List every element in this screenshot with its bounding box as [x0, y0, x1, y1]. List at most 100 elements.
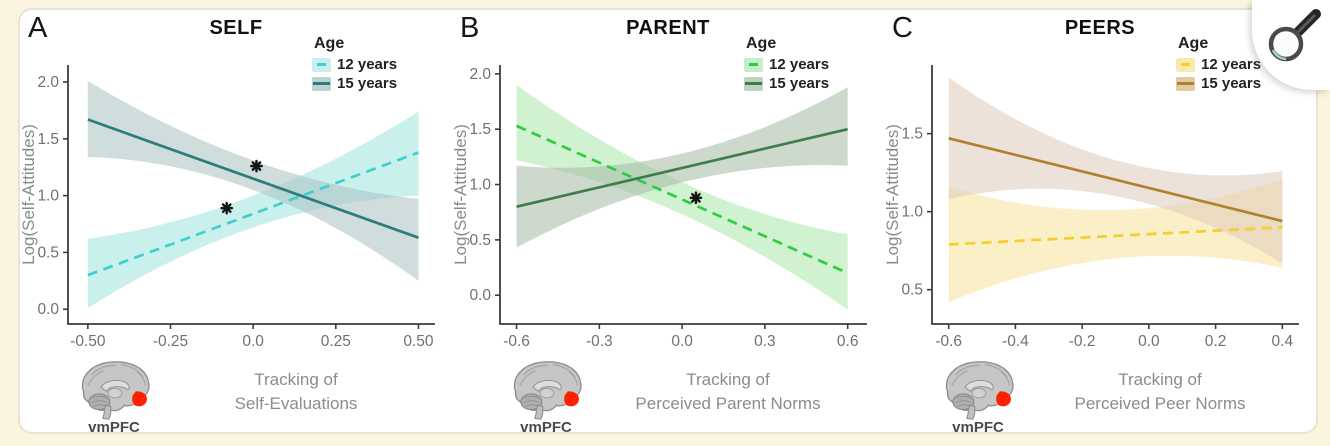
x-tick-label: 0.6 — [837, 333, 859, 350]
regression-line — [948, 137, 1283, 223]
legend-entry: 12 years — [312, 55, 448, 74]
legend-swatch — [744, 76, 763, 91]
x-tick-label: -0.6 — [503, 333, 530, 350]
regression-line — [516, 127, 848, 208]
x-tick-label: 0.2 — [1205, 333, 1227, 350]
x-tick-label: -0.2 — [1069, 333, 1096, 350]
legend-swatch — [312, 57, 331, 72]
legend-swatch — [312, 76, 331, 91]
x-tick-label: -0.4 — [1002, 333, 1029, 350]
x-axis-caption: Tracking of Self-Evaluations — [148, 368, 444, 416]
x-tick-label: 0.25 — [321, 333, 351, 350]
x-tick-label: -0.50 — [70, 333, 106, 350]
x-tick-label: 0.3 — [754, 333, 776, 350]
panel-letter: A — [28, 12, 48, 44]
regression-line — [516, 124, 849, 275]
brain-region-label: vmPFC — [952, 419, 1004, 436]
panel-title: PARENT — [626, 17, 710, 39]
magnifier-icon — [1268, 9, 1321, 62]
legend-label: 15 years — [1201, 75, 1262, 92]
y-axis-label: Log(Self-Attitudes) — [20, 124, 38, 265]
x-tick-label: 0.0 — [1138, 333, 1160, 350]
legend-entry: 12 years — [1176, 55, 1312, 74]
x-axis-caption-line2: Perceived Peer Norms — [1074, 393, 1246, 413]
x-tick-label: -0.6 — [935, 333, 962, 350]
legend-label: 12 years — [337, 56, 398, 73]
y-tick-label: 1.5 — [469, 121, 491, 138]
brain-region-label: vmPFC — [520, 419, 572, 436]
legend-label: 12 years — [769, 56, 830, 73]
legend-entry: 15 years — [1176, 74, 1312, 93]
legend-swatch — [1176, 57, 1195, 72]
chart-panel: C PEERS -0.6 -0.4 -0.2 0.0 0.2 0.4 0.5 1.0 1.5 Lo… — [884, 10, 1316, 436]
plot-area: -0.6 -0.3 0.0 0.3 0.6 0.0 0.5 1.0 1.5 2.0 Log(Self… — [452, 65, 867, 350]
significance-asterisk — [220, 201, 234, 215]
regression-line — [948, 225, 1283, 246]
legend-title: Age — [1178, 35, 1209, 52]
brain-icon — [81, 361, 150, 420]
legend-title: Age — [314, 35, 345, 52]
y-tick-label: 1.5 — [37, 131, 59, 148]
panel-title: PEERS — [1064, 17, 1136, 39]
y-tick-label: 2.0 — [37, 74, 59, 91]
chart-panel: A SELF -0.50 -0.25 0.0 0.25 0.50 0.0 0.5 1.0 1.5… — [20, 10, 452, 436]
brain-figure: vmPFC — [58, 356, 170, 436]
legend: Age 12 years 15 years — [1176, 35, 1312, 93]
significance-asterisk — [250, 159, 263, 173]
y-axis-label: Log(Self-Attitudes) — [884, 124, 902, 265]
legend-entry: 12 years — [744, 55, 880, 74]
confidence-band — [87, 80, 419, 281]
x-tick-label: 0.50 — [403, 333, 434, 350]
y-tick-label: 1.5 — [901, 126, 923, 143]
figure-card: A SELF -0.50 -0.25 0.0 0.25 0.50 0.0 0.5 1.0 1.5… — [18, 8, 1318, 436]
legend-swatch — [1176, 76, 1195, 91]
axes — [931, 65, 1299, 325]
x-tick-label: 0.0 — [242, 333, 264, 350]
chart-panel: B PARENT -0.6 -0.3 0.0 0.3 0.6 0.0 0.5 1.0 1.5 2.… — [452, 10, 884, 436]
y-tick-label: 0.0 — [37, 301, 59, 318]
brain-icon — [513, 361, 582, 420]
x-axis-caption: Tracking of Perceived Parent Norms — [580, 368, 876, 416]
legend: Age 12 years 15 years — [312, 35, 448, 93]
confidence-band — [516, 84, 848, 310]
y-tick-label: 2.0 — [469, 66, 491, 83]
axes — [499, 65, 867, 325]
legend-swatch — [744, 57, 763, 72]
x-tick-label: -0.3 — [586, 333, 613, 350]
y-tick-label: 0.5 — [37, 244, 59, 261]
x-axis-caption-line2: Perceived Parent Norms — [635, 393, 821, 413]
x-tick-label: 0.4 — [1272, 333, 1294, 350]
confidence-band — [87, 111, 419, 309]
legend-label: 15 years — [769, 75, 830, 92]
x-tick-label: -0.25 — [153, 333, 188, 350]
x-axis-caption-line1: Tracking of — [1118, 370, 1202, 389]
y-axis-label: Log(Self-Attitudes) — [452, 124, 470, 265]
legend: Age 12 years 15 years — [744, 35, 880, 93]
y-tick-label: 1.0 — [469, 177, 491, 194]
brain-figure: vmPFC — [922, 356, 1034, 436]
legend-label: 15 years — [337, 75, 398, 92]
legend-entry: 15 years — [744, 74, 880, 93]
x-axis-caption-line2: Self-Evaluations — [234, 393, 358, 413]
x-axis-caption-line1: Tracking of — [686, 370, 770, 389]
brain-figure: vmPFC — [490, 356, 602, 436]
legend-entry: 15 years — [312, 74, 448, 93]
regression-line — [87, 118, 419, 239]
panel-letter: C — [892, 12, 913, 44]
significance-asterisk — [689, 191, 703, 205]
brain-region-label: vmPFC — [88, 419, 140, 436]
brain-icon — [945, 361, 1014, 420]
confidence-band — [948, 77, 1283, 264]
x-axis-caption-line1: Tracking of — [254, 370, 338, 389]
legend-rows: 12 years 15 years — [744, 55, 880, 93]
plot-area: -0.6 -0.4 -0.2 0.0 0.2 0.4 0.5 1.0 1.5Log(Self-A… — [884, 65, 1299, 350]
y-tick-label: 0.0 — [469, 287, 491, 304]
regression-line — [87, 151, 419, 277]
legend-rows: 12 years 15 years — [1176, 55, 1312, 93]
y-tick-label: 1.0 — [901, 204, 923, 221]
legend-label: 12 years — [1201, 56, 1262, 73]
plot-area: -0.50 -0.25 0.0 0.25 0.50 0.0 0.5 1.0 1.5 2.0 Log(… — [20, 65, 435, 350]
legend-title: Age — [746, 35, 777, 52]
y-tick-label: 0.5 — [469, 232, 491, 249]
